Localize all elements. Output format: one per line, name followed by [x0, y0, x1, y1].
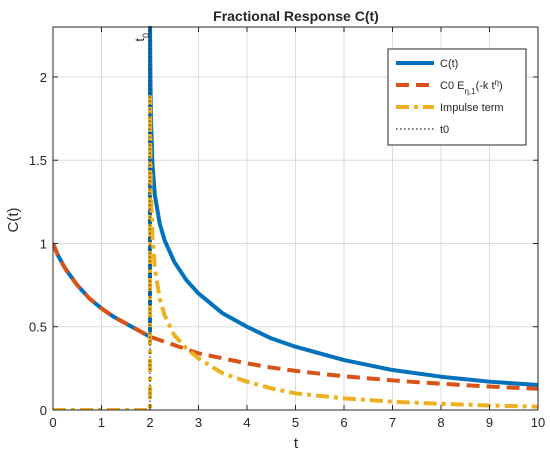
y-tick-label: 0.5: [29, 320, 47, 335]
legend: C(t) C0 Eη,1(-k tη) Impulse term t0: [387, 48, 527, 146]
x-tick-label: 6: [340, 415, 347, 430]
legend-label-0: C(t): [440, 58, 458, 70]
legend-label-2: Impulse term: [440, 102, 504, 114]
y-axis-label: C(t): [5, 208, 22, 233]
x-tick-label: 9: [486, 415, 493, 430]
legend-label-1: C0 Eη,1(-k tη): [440, 78, 503, 96]
y-tick-label: 1: [40, 236, 47, 251]
series-layer: [53, 26, 538, 410]
series-line-0: [53, 26, 538, 388]
x-axis-label: t: [294, 435, 299, 452]
x-tick-label: 2: [146, 415, 153, 430]
x-tick-label: 3: [195, 415, 202, 430]
chart-title: Fractional Response C(t): [213, 8, 379, 24]
annotation-layer: t0: [132, 33, 151, 42]
series-line-1: [53, 242, 538, 391]
x-tick-label: 1: [98, 415, 105, 430]
x-tick-label: 8: [437, 415, 444, 430]
x-tick-label: 4: [243, 415, 250, 430]
x-tick-label: 10: [531, 415, 545, 430]
axes: 0 1 2 3 4 5 6 7 8 9 10 0 0.5 1 1.5 2: [29, 26, 545, 430]
y-tick-label: 1.5: [29, 153, 47, 168]
y-tick-label: 2: [40, 70, 47, 85]
x-tick-label: 5: [292, 415, 299, 430]
y-tick-label: 0: [40, 403, 47, 418]
x-tick-label: 0: [49, 415, 56, 430]
legend-label-3: t0: [440, 124, 449, 136]
x-tick-label: 7: [389, 415, 396, 430]
annotation-t0: t0: [132, 33, 151, 42]
